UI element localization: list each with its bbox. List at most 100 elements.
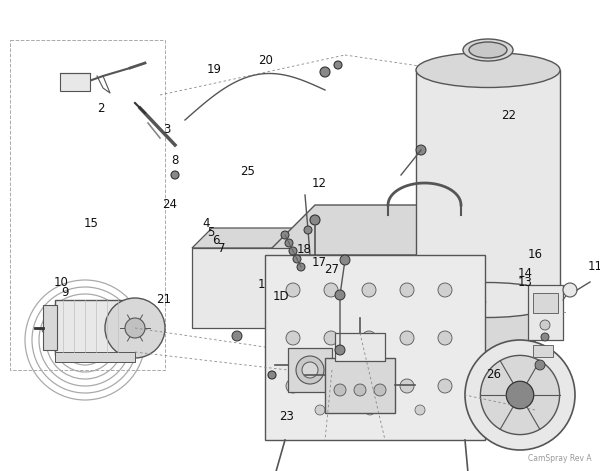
Circle shape <box>304 226 312 234</box>
Bar <box>533 345 553 357</box>
Bar <box>416 70 560 300</box>
Circle shape <box>171 171 179 179</box>
Circle shape <box>105 298 165 358</box>
Text: 18: 18 <box>297 243 312 256</box>
Circle shape <box>281 231 289 239</box>
Ellipse shape <box>416 283 560 317</box>
Circle shape <box>324 356 332 364</box>
Text: 2: 2 <box>97 102 105 115</box>
Bar <box>192 248 292 328</box>
Bar <box>55 352 135 362</box>
Circle shape <box>324 331 338 345</box>
Bar <box>265 255 485 440</box>
Circle shape <box>400 283 414 297</box>
Circle shape <box>292 263 312 283</box>
Bar <box>55 300 135 355</box>
Text: 7: 7 <box>218 242 226 255</box>
Circle shape <box>286 257 318 289</box>
Circle shape <box>506 381 534 409</box>
Text: 1: 1 <box>258 278 265 292</box>
Ellipse shape <box>469 42 507 58</box>
Circle shape <box>315 405 325 415</box>
Bar <box>43 305 57 350</box>
Text: 6: 6 <box>212 234 220 247</box>
Text: 23: 23 <box>279 410 294 423</box>
Circle shape <box>438 331 452 345</box>
Text: 3: 3 <box>164 123 171 136</box>
Circle shape <box>293 255 301 263</box>
Text: 12: 12 <box>312 177 327 190</box>
Circle shape <box>302 362 318 378</box>
Text: 14: 14 <box>518 267 533 280</box>
Text: 25: 25 <box>240 165 255 179</box>
Circle shape <box>324 379 338 393</box>
Bar <box>528 285 563 340</box>
Text: 19: 19 <box>207 63 222 76</box>
Text: 16: 16 <box>528 248 543 261</box>
Ellipse shape <box>463 39 513 61</box>
Text: 11: 11 <box>588 260 600 273</box>
Text: 9: 9 <box>62 285 69 299</box>
Circle shape <box>232 331 242 341</box>
Polygon shape <box>192 228 312 248</box>
Circle shape <box>438 379 452 393</box>
Bar <box>10 40 165 370</box>
Bar <box>335 333 385 361</box>
Circle shape <box>535 360 545 370</box>
Circle shape <box>362 283 376 297</box>
Circle shape <box>465 340 575 450</box>
Text: 21: 21 <box>156 292 171 306</box>
Circle shape <box>438 283 452 297</box>
Text: 17: 17 <box>312 256 327 269</box>
Text: 20: 20 <box>258 54 273 67</box>
Circle shape <box>541 333 549 341</box>
Text: 5: 5 <box>208 226 215 239</box>
Text: 4: 4 <box>203 217 210 230</box>
Text: 1D: 1D <box>273 290 290 303</box>
Circle shape <box>268 371 276 379</box>
Circle shape <box>289 247 297 255</box>
Text: 8: 8 <box>172 154 179 167</box>
Polygon shape <box>265 205 535 255</box>
Circle shape <box>286 331 300 345</box>
Circle shape <box>320 67 330 77</box>
Bar <box>60 73 90 91</box>
Circle shape <box>286 379 300 393</box>
Circle shape <box>416 145 426 155</box>
Text: CamSpray Rev A: CamSpray Rev A <box>529 454 592 463</box>
Text: 15: 15 <box>84 217 99 230</box>
Polygon shape <box>292 228 312 328</box>
Circle shape <box>285 239 293 247</box>
Circle shape <box>400 331 414 345</box>
Circle shape <box>415 405 425 415</box>
Circle shape <box>481 356 560 435</box>
Circle shape <box>286 283 300 297</box>
Circle shape <box>340 255 350 265</box>
Bar <box>325 358 395 413</box>
Circle shape <box>362 379 376 393</box>
Polygon shape <box>485 205 535 440</box>
Circle shape <box>310 215 320 225</box>
Circle shape <box>80 335 90 345</box>
Ellipse shape <box>416 52 560 88</box>
Bar <box>288 348 332 392</box>
Text: 26: 26 <box>486 368 501 381</box>
Circle shape <box>297 263 305 271</box>
Text: 13: 13 <box>518 276 533 289</box>
Text: 10: 10 <box>54 276 69 289</box>
Circle shape <box>362 331 376 345</box>
Text: 24: 24 <box>162 198 177 211</box>
Circle shape <box>374 384 386 396</box>
Circle shape <box>365 405 375 415</box>
Circle shape <box>314 311 322 319</box>
Text: 22: 22 <box>501 109 516 122</box>
Text: 27: 27 <box>324 263 339 276</box>
Circle shape <box>335 290 345 300</box>
Bar <box>533 293 558 313</box>
Circle shape <box>125 318 145 338</box>
Circle shape <box>334 384 346 396</box>
Circle shape <box>334 61 342 69</box>
Circle shape <box>335 345 345 355</box>
Circle shape <box>324 283 338 297</box>
Circle shape <box>296 356 324 384</box>
